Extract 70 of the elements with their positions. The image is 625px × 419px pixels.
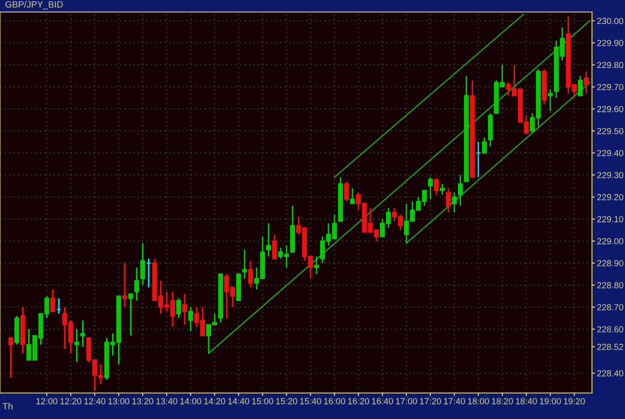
candlestick	[434, 178, 439, 196]
x-tick-label: 19:00	[540, 398, 561, 404]
candlestick	[242, 249, 247, 280]
candlestick	[122, 262, 128, 308]
candlestick	[446, 187, 451, 214]
x-tick-label: 17:20	[420, 398, 441, 404]
x-tick-label: 18:00	[468, 398, 489, 404]
text: Th	[2, 402, 12, 410]
candlestick	[50, 288, 56, 312]
x-tick-label: 12:20	[60, 398, 82, 404]
y-tick-label: 229.80	[597, 62, 624, 68]
y-tick-label: 228.70	[597, 304, 624, 310]
x-tick-label: 14:20	[204, 398, 226, 404]
x-tick-label: 17:00	[396, 398, 418, 404]
candlestick	[344, 180, 349, 202]
x-tick-label: 15:00	[252, 398, 274, 404]
x-tick-label: 15:40	[300, 398, 322, 404]
candlestick	[140, 242, 146, 286]
candlestick	[266, 222, 271, 258]
y-tick-label: 229.90	[597, 40, 624, 46]
candlestick	[188, 306, 194, 332]
y-tick-label: 229.50	[597, 128, 624, 134]
candlestick	[134, 266, 140, 302]
x-tick-label: 13:00	[108, 398, 130, 404]
x-tick-label: 19:20	[564, 398, 585, 404]
candlestick	[578, 75, 583, 96]
x-tick-label: 14:40	[228, 398, 250, 404]
x-tick-label: 17:40	[444, 398, 465, 404]
y-tick-label: 228.90	[597, 260, 624, 266]
candlestick	[440, 183, 445, 196]
candlestick	[128, 293, 134, 336]
x-tick-label: 14:00	[180, 398, 202, 404]
candlestick	[350, 187, 355, 204]
candlestick	[8, 337, 14, 378]
candlestick	[176, 298, 182, 319]
chart-title: GBP/JPY_BID	[5, 1, 63, 10]
x-tick-label: 18:40	[516, 398, 537, 404]
y-tick-label: 228.40	[597, 370, 624, 376]
candlestick	[458, 174, 463, 206]
candlestick	[584, 70, 589, 94]
y-tick-label: 229.00	[597, 238, 624, 244]
candlestick	[248, 260, 253, 288]
x-tick-label: 13:20	[132, 398, 154, 404]
candlestick	[482, 136, 487, 154]
x-tick-label: 13:40	[156, 398, 178, 404]
candlestick	[428, 176, 433, 200]
x-tick-label: 15:20	[276, 398, 298, 404]
y-tick-label: 229.70	[597, 84, 624, 90]
candlestick	[272, 234, 277, 260]
x-tick-label: 16:00	[324, 398, 346, 404]
y-tick-label: 229.30	[597, 172, 624, 178]
x-tick-label: 16:40	[372, 398, 394, 404]
candlestick	[182, 293, 188, 326]
x-tick-label: 18:20	[492, 398, 513, 404]
y-tick-label: 228.80	[597, 282, 624, 288]
y-tick-label: 229.60	[597, 106, 624, 112]
y-tick-label: 229.10	[597, 216, 624, 222]
candlestick	[80, 320, 86, 348]
candlestick	[548, 88, 553, 112]
y-tick-label: 230.00	[597, 18, 624, 24]
candlestick	[452, 192, 457, 214]
x-tick-label: 12:40	[84, 398, 106, 404]
y-tick-label: 228.60	[597, 326, 624, 332]
x-tick-label: 12:00	[36, 398, 58, 404]
y-tick-label: 229.20	[597, 194, 624, 200]
candlestick	[314, 256, 319, 275]
candlestick	[74, 328, 80, 363]
x-tick-label: 16:20	[348, 398, 370, 404]
y-tick-label: 229.40	[597, 150, 624, 156]
y-tick-label: 228.52	[597, 344, 624, 350]
